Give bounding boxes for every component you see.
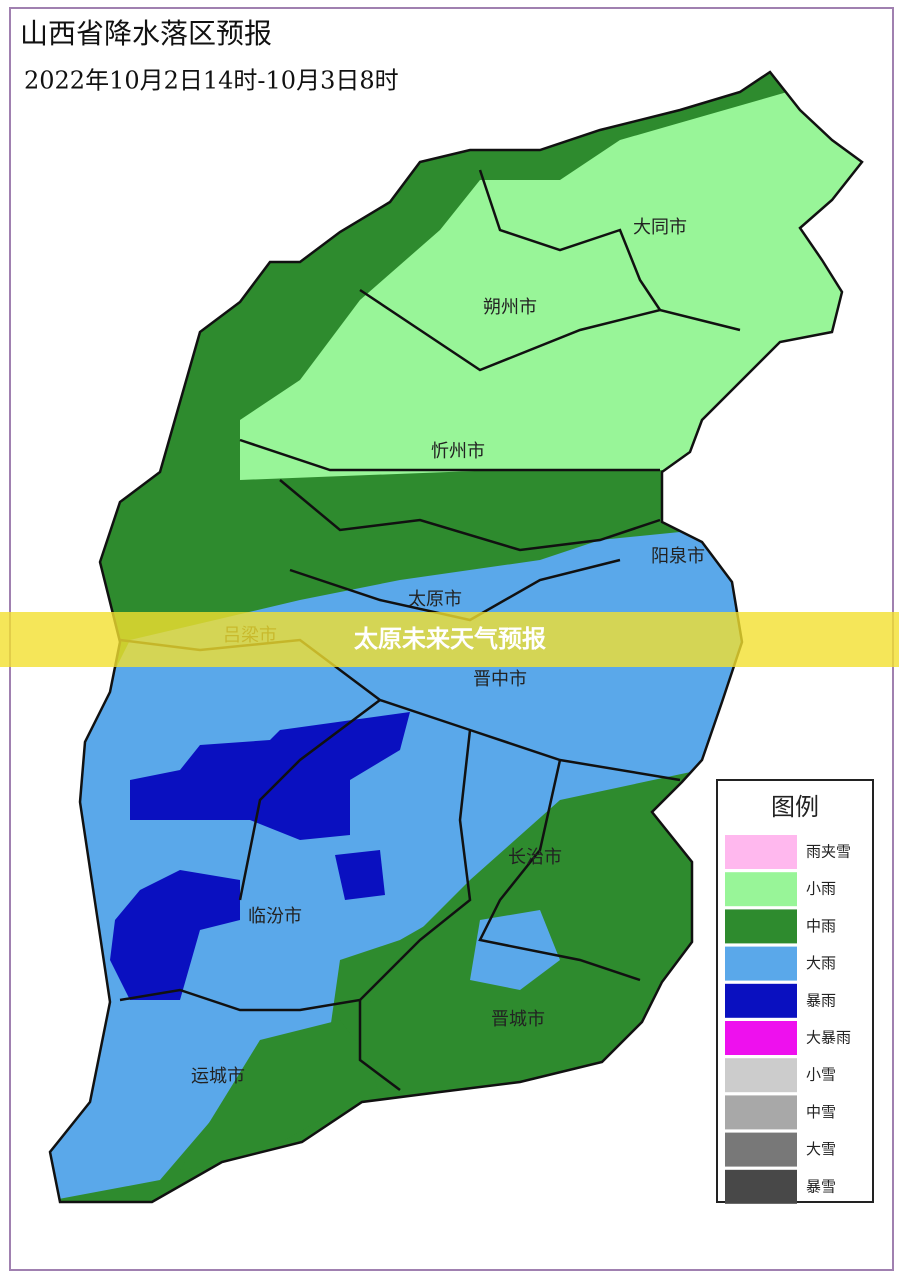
legend-label: 中雪: [806, 1103, 836, 1121]
legend-swatch: [725, 909, 797, 944]
legend-label: 暴雨: [806, 991, 836, 1009]
legend-label: 大雨: [806, 954, 836, 972]
legend-swatch: [725, 1132, 797, 1167]
precip-area: [470, 910, 560, 990]
legend-swatch: [725, 872, 797, 907]
city-label: 忻州市: [431, 441, 485, 462]
legend-swatch: [725, 1169, 797, 1204]
legend-swatch: [725, 946, 797, 981]
legend-label: 大暴雨: [806, 1029, 851, 1047]
city-label: 太原市: [408, 589, 462, 610]
precip-area: [130, 712, 410, 840]
legend-label: 雨夹雪: [806, 843, 851, 861]
city-label: 运城市: [191, 1066, 245, 1087]
legend-swatch: [725, 1058, 797, 1093]
banner: [0, 612, 899, 667]
subtitle: 2022年10月2日14时-10月3日8时: [24, 67, 399, 95]
legend-label: 中雨: [806, 917, 836, 935]
city-label: 临汾市: [248, 906, 302, 927]
legend-swatch: [725, 1095, 797, 1130]
legend-swatch: [725, 835, 797, 869]
precip-area: [240, 72, 862, 480]
city-label: 大同市: [633, 217, 687, 238]
title: 山西省降水落区预报: [20, 17, 272, 50]
legend-label: 暴雪: [806, 1177, 836, 1195]
precip-area: [50, 530, 862, 1202]
legend-label: 小雪: [806, 1066, 836, 1084]
legend-swatch: [725, 983, 797, 1018]
banner-text: 太原未来天气预报: [354, 625, 546, 653]
legend-label: 小雨: [806, 880, 836, 898]
precip-area: [335, 850, 385, 900]
city-label: 朔州市: [483, 297, 537, 318]
city-label: 晋中市: [473, 669, 527, 690]
city-label: 阳泉市: [651, 546, 705, 567]
precip-area: [110, 870, 240, 1000]
legend-label: 大雪: [806, 1140, 836, 1158]
precip-area: [180, 1020, 370, 1170]
legend-title: 图例: [771, 793, 819, 821]
legend-swatch: [725, 1021, 797, 1055]
city-label: 长治市: [508, 847, 562, 868]
city-label: 晋城市: [491, 1009, 545, 1030]
